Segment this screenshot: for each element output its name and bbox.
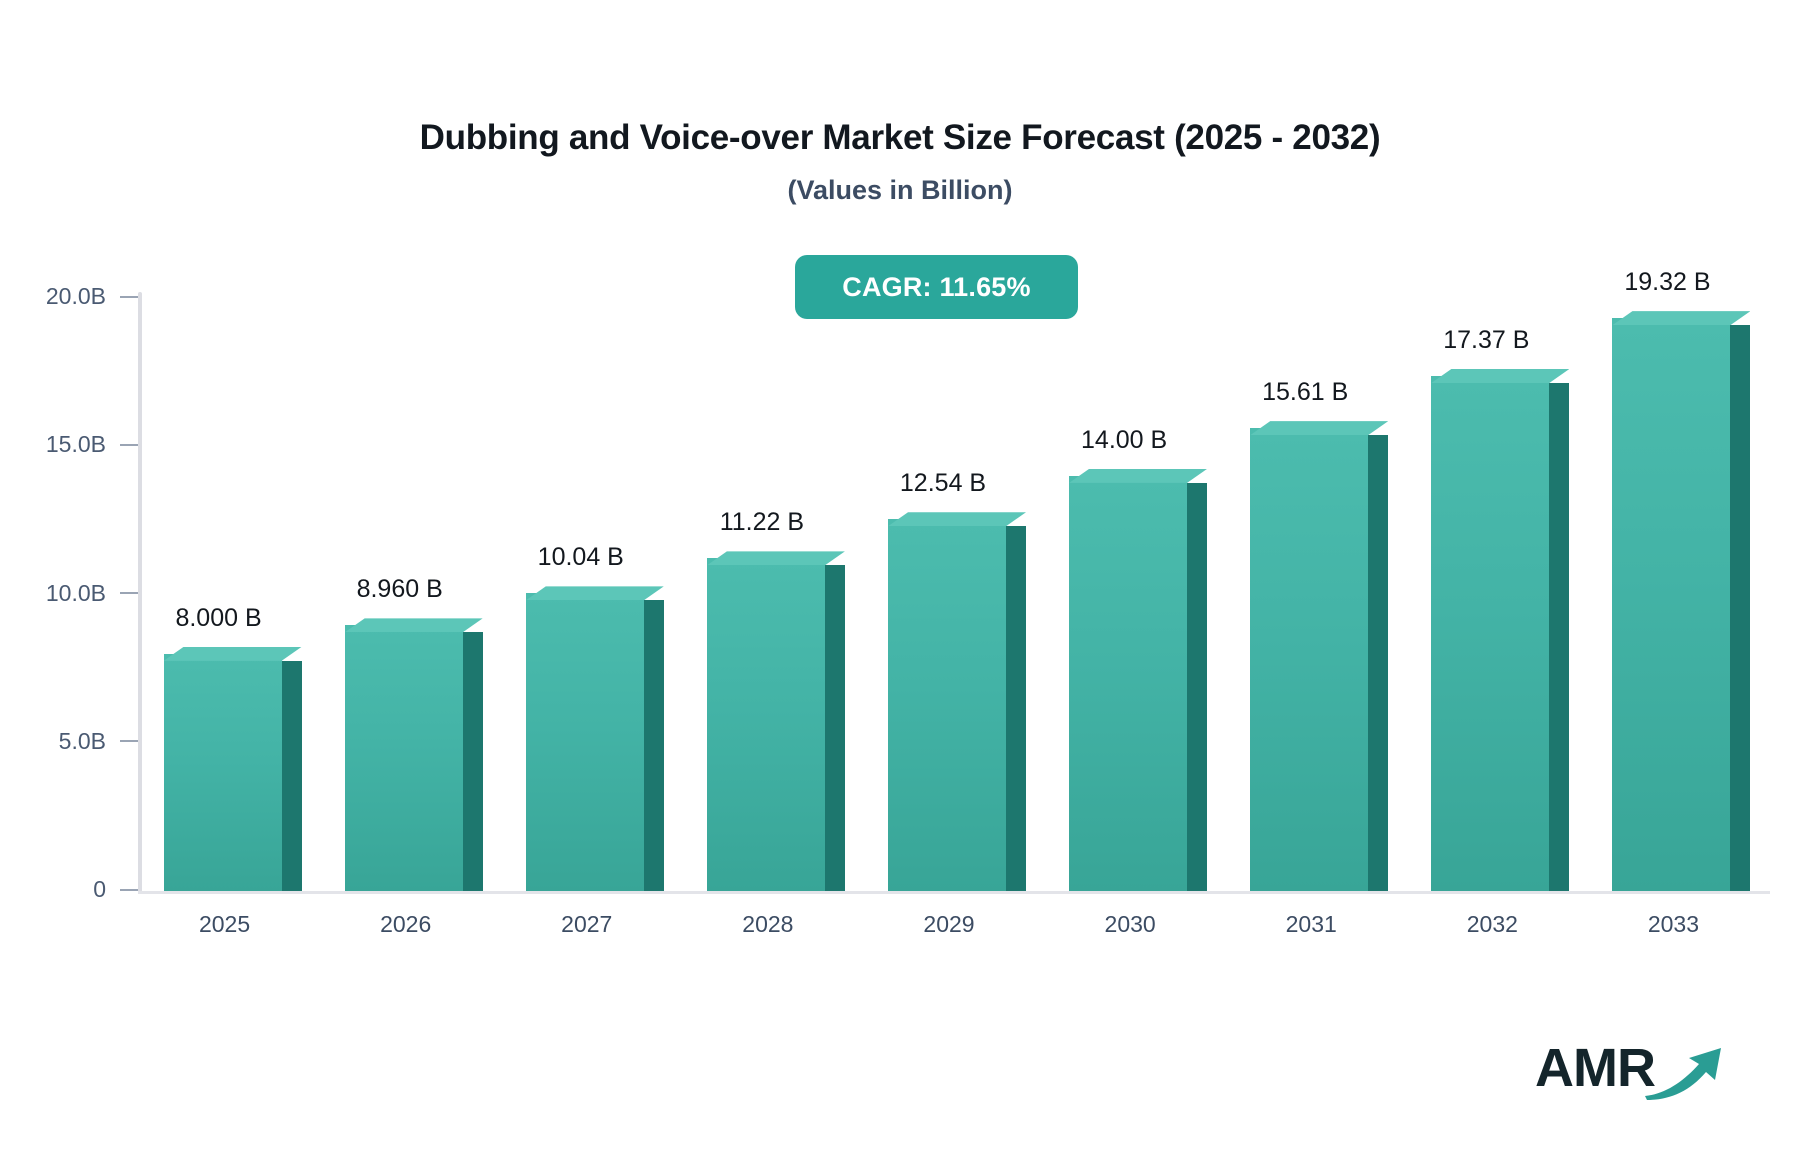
- chart-title: Dubbing and Voice-over Market Size Forec…: [419, 118, 1381, 157]
- bar-side-face: [1006, 526, 1026, 891]
- cagr-badge-label: CAGR: 11.65%: [842, 271, 1031, 302]
- x-axis-tick-label: 2025: [198, 911, 251, 937]
- bar-front-face: [1431, 375, 1550, 891]
- bar-front-face: [163, 653, 282, 891]
- bar-top-face: [525, 586, 664, 601]
- bar-front-face: [1250, 428, 1369, 891]
- bar-front-face: [344, 625, 463, 891]
- x-axis-tick-label: 2031: [1285, 911, 1337, 937]
- bar-top-face: [163, 646, 302, 661]
- x-axis-line: [138, 891, 1770, 894]
- bar-top-face: [1431, 368, 1570, 383]
- bar-value-label: 19.32 B: [1624, 268, 1711, 297]
- x-axis-tick-label: 2032: [1466, 911, 1518, 937]
- bar-front-face: [1069, 475, 1188, 891]
- bar: [525, 586, 664, 891]
- bar-value-label: 15.61 B: [1262, 378, 1349, 407]
- x-axis-tick-label: 2026: [380, 911, 432, 937]
- bar-top-face: [888, 512, 1026, 527]
- x-axis-tick-label: 2030: [1104, 911, 1156, 937]
- bar: [1250, 421, 1389, 891]
- bar: [888, 512, 1026, 891]
- y-axis-tick: 10.0B: [46, 580, 138, 607]
- y-axis-tick: 0: [93, 876, 138, 903]
- y-axis-tick-mark: [120, 443, 138, 446]
- y-axis-tick-mark: [120, 740, 138, 743]
- bar: [344, 618, 483, 891]
- y-axis-tick-label: 5.0B: [58, 727, 106, 754]
- bar-side-face: [1368, 435, 1389, 891]
- bar: [1069, 468, 1208, 891]
- bar-side-face: [462, 632, 483, 891]
- bar: [1612, 311, 1751, 891]
- bar-top-face: [1250, 421, 1389, 436]
- y-axis-tick-label: 15.0B: [45, 431, 106, 458]
- y-axis-tick: 15.0B: [46, 431, 138, 458]
- y-axis-line: [138, 292, 142, 893]
- chart-subtitle: (Values in Billion): [787, 175, 1013, 205]
- amr-logo: AMR: [1535, 1038, 1725, 1108]
- y-axis-tick: 5.0B: [59, 728, 138, 755]
- bar-value-label: 11.22 B: [719, 508, 805, 537]
- bar-top-face: [344, 618, 483, 633]
- y-axis-tick-mark: [120, 592, 138, 594]
- bar-value-label: 8.960 B: [356, 575, 443, 604]
- bar-front-face: [525, 593, 644, 891]
- bar-value-label: 8.000 B: [175, 603, 262, 632]
- x-axis-tick-label: 2027: [561, 911, 613, 937]
- bar-side-face: [281, 660, 302, 891]
- bar-top-face: [706, 551, 845, 566]
- amr-logo-text: AMR: [1535, 1038, 1656, 1098]
- x-axis-tick-label: 2028: [742, 911, 794, 937]
- bar-side-face: [824, 565, 845, 891]
- bar-side-face: [1187, 482, 1208, 891]
- bar-front-face: [888, 519, 1006, 891]
- bar: [1431, 368, 1570, 891]
- growth-arrow-icon: [1643, 1044, 1725, 1100]
- bar-side-face: [1730, 325, 1751, 891]
- plot-area: [138, 292, 1768, 893]
- bar: [163, 646, 302, 891]
- bar-top-face: [1612, 311, 1751, 326]
- x-axis-tick-label: 2033: [1647, 911, 1700, 937]
- bar: [706, 551, 845, 891]
- y-axis-tick-mark: [120, 888, 138, 891]
- bar-side-face: [1549, 382, 1570, 891]
- bar-value-label: 17.37 B: [1443, 325, 1530, 354]
- x-axis-tick-label: 2029: [923, 911, 975, 937]
- y-axis-tick-label: 20.0B: [45, 283, 106, 309]
- cagr-badge: CAGR: 11.65%: [795, 255, 1078, 319]
- bar-front-face: [706, 558, 825, 891]
- y-axis-tick-label: 0: [93, 876, 106, 902]
- bar-side-face: [643, 600, 664, 891]
- y-axis-tick-mark: [120, 295, 138, 298]
- bar-value-label: 14.00 B: [1081, 425, 1168, 454]
- y-axis-tick: 20.0B: [46, 283, 138, 310]
- bar-front-face: [1612, 318, 1731, 891]
- bar-value-label: 10.04 B: [537, 543, 624, 572]
- bar-top-face: [1069, 468, 1208, 483]
- bar-value-label: 12.54 B: [899, 469, 987, 498]
- y-axis-tick-label: 10.0B: [45, 579, 106, 606]
